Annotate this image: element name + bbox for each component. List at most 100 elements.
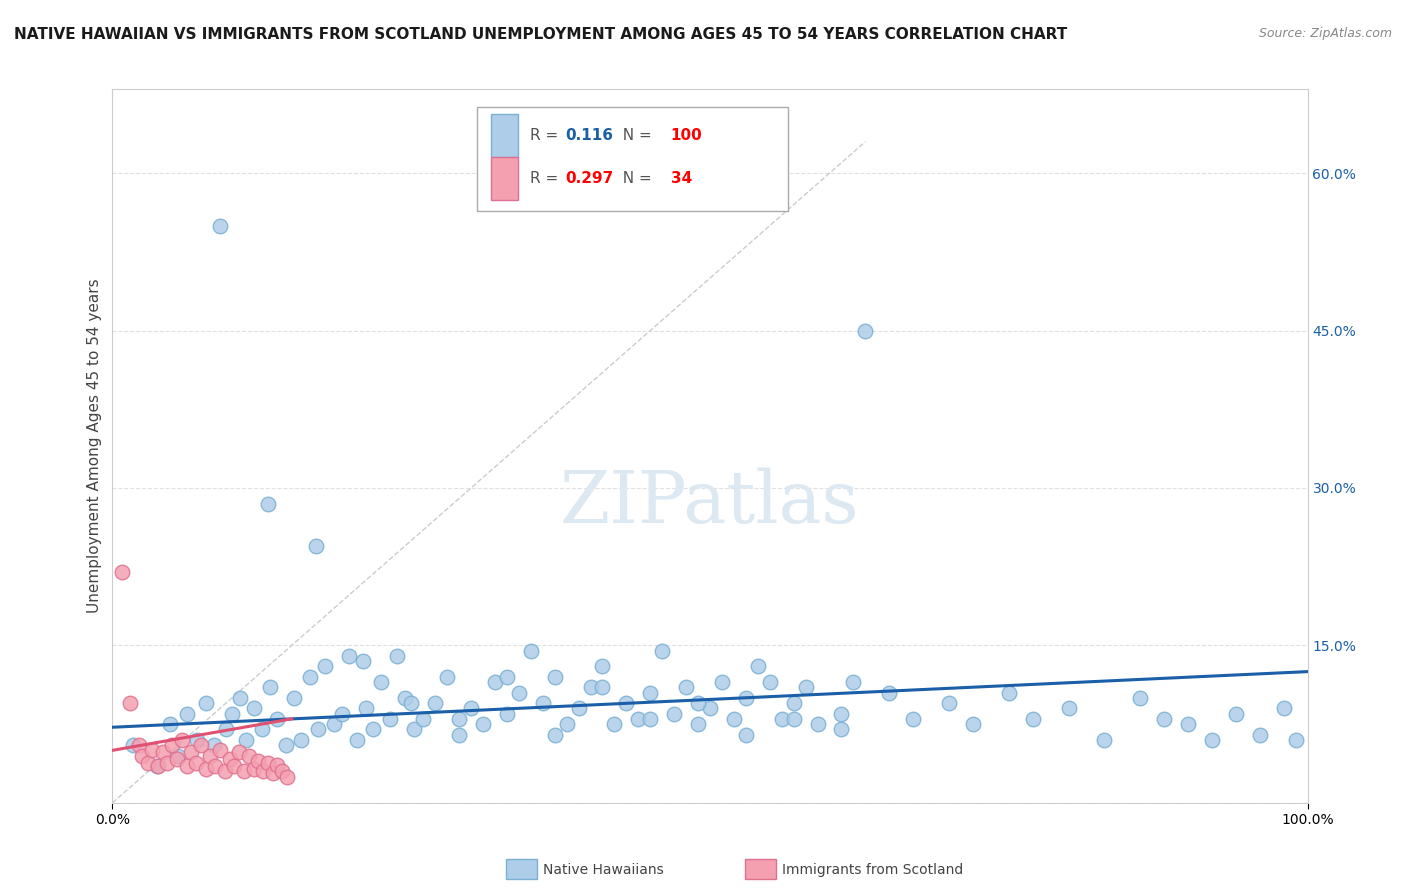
Point xyxy=(962,717,984,731)
Point xyxy=(711,675,734,690)
Point xyxy=(675,681,697,695)
Point xyxy=(242,762,264,776)
Point xyxy=(579,681,602,695)
Point xyxy=(543,670,565,684)
Point xyxy=(616,696,638,710)
Point xyxy=(447,712,470,726)
Point xyxy=(138,756,160,770)
Point xyxy=(170,732,193,747)
Point xyxy=(402,723,425,737)
Point xyxy=(735,728,758,742)
Point xyxy=(194,696,217,710)
Text: Immigrants from Scotland: Immigrants from Scotland xyxy=(782,863,963,877)
Point xyxy=(855,324,877,338)
Point xyxy=(782,696,804,710)
Point xyxy=(425,696,447,710)
Point xyxy=(194,762,217,776)
Point xyxy=(1225,706,1247,721)
Point xyxy=(723,712,745,726)
Text: N =: N = xyxy=(613,128,657,143)
Point xyxy=(218,752,240,766)
FancyBboxPatch shape xyxy=(491,157,517,200)
Point xyxy=(305,539,328,553)
Point xyxy=(274,738,297,752)
Point xyxy=(228,746,250,760)
Point xyxy=(1153,712,1175,726)
Text: N =: N = xyxy=(613,171,657,186)
Point xyxy=(131,748,153,763)
Y-axis label: Unemployment Among Ages 45 to 54 years: Unemployment Among Ages 45 to 54 years xyxy=(87,278,103,614)
Point xyxy=(842,675,865,690)
Point xyxy=(229,690,252,705)
Point xyxy=(180,746,202,760)
Point xyxy=(290,732,312,747)
Point xyxy=(401,696,423,710)
Point xyxy=(266,758,288,772)
Text: 34: 34 xyxy=(671,171,692,186)
Point xyxy=(831,723,853,737)
Point xyxy=(266,712,288,726)
Point xyxy=(531,696,554,710)
Text: R =: R = xyxy=(530,128,562,143)
Point xyxy=(699,701,721,715)
Text: 0.116: 0.116 xyxy=(565,128,613,143)
Point xyxy=(436,670,458,684)
Point xyxy=(298,670,321,684)
Point xyxy=(283,690,305,705)
Point xyxy=(209,219,232,233)
Point xyxy=(496,670,519,684)
Point xyxy=(759,675,782,690)
Point xyxy=(1272,701,1295,715)
Point xyxy=(998,685,1021,699)
Point xyxy=(354,701,377,715)
Point xyxy=(224,759,246,773)
Point xyxy=(214,764,236,779)
Point xyxy=(903,712,925,726)
Point xyxy=(314,659,336,673)
Point xyxy=(688,717,710,731)
Point xyxy=(190,738,212,752)
Point xyxy=(233,764,256,779)
Point xyxy=(394,690,416,705)
Point xyxy=(209,743,232,757)
Point xyxy=(276,770,298,784)
Point xyxy=(146,759,169,773)
Point xyxy=(166,752,188,766)
Point xyxy=(167,748,190,763)
Point xyxy=(484,675,506,690)
Point xyxy=(807,717,830,731)
Point xyxy=(361,723,384,737)
Point xyxy=(247,754,270,768)
Point xyxy=(235,732,257,747)
Point xyxy=(252,764,274,779)
Point xyxy=(543,728,565,742)
Point xyxy=(257,497,280,511)
Point xyxy=(770,712,793,726)
Point xyxy=(640,712,662,726)
Point xyxy=(782,712,804,726)
Point xyxy=(176,759,198,773)
Point xyxy=(176,706,198,721)
Point xyxy=(352,654,374,668)
Point xyxy=(508,685,530,699)
Point xyxy=(879,685,901,699)
Point xyxy=(831,706,853,721)
Point xyxy=(215,723,238,737)
Text: ZIPatlas: ZIPatlas xyxy=(560,467,860,539)
Point xyxy=(447,728,470,742)
Point xyxy=(1177,717,1199,731)
Point xyxy=(159,717,181,731)
Point xyxy=(1094,732,1116,747)
Point xyxy=(370,675,392,690)
Point xyxy=(242,701,264,715)
Point xyxy=(472,717,495,731)
Point xyxy=(200,748,222,763)
Point xyxy=(262,766,284,780)
Point xyxy=(385,648,408,663)
Point xyxy=(664,706,686,721)
Point xyxy=(1285,732,1308,747)
Point xyxy=(156,756,179,770)
Point xyxy=(120,696,142,710)
Point xyxy=(938,696,960,710)
Point xyxy=(322,717,344,731)
